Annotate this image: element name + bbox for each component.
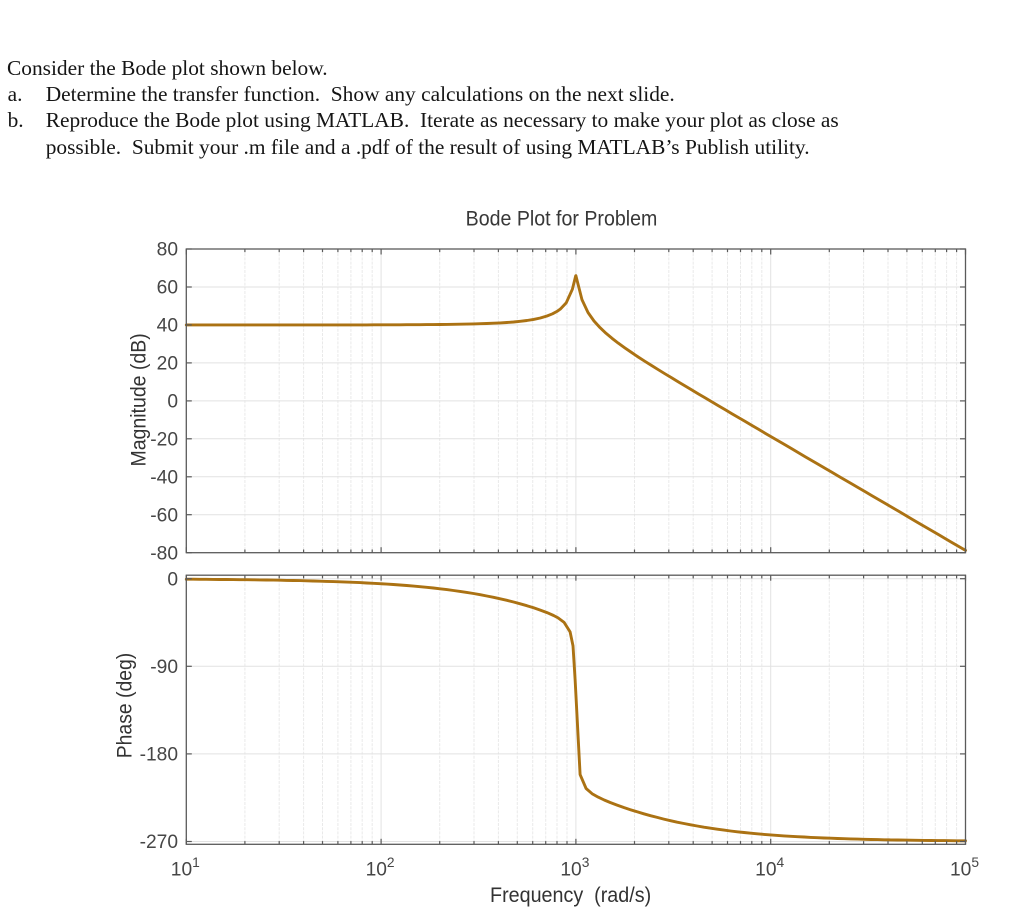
svg-text:-40: -40 [150,467,178,488]
svg-text:101: 101 [171,855,200,881]
svg-text:0: 0 [167,569,178,590]
svg-text:80: 80 [157,240,178,261]
svg-text:103: 103 [560,855,589,881]
svg-text:Frequency (rad/s): Frequency (rad/s) [490,884,651,907]
svg-text:102: 102 [366,855,395,881]
svg-text:40: 40 [157,316,178,337]
svg-text:-20: -20 [150,429,178,450]
svg-text:Magnitude (dB): Magnitude (dB) [128,333,151,466]
svg-text:-270: -270 [140,832,178,853]
svg-text:Bode Plot for Problem: Bode Plot for Problem [466,207,658,231]
svg-text:-180: -180 [140,745,178,766]
svg-text:104: 104 [755,855,784,881]
svg-text:-80: -80 [150,543,178,564]
svg-text:-90: -90 [150,657,178,678]
svg-text:60: 60 [157,278,178,299]
svg-text:20: 20 [157,354,178,375]
svg-text:-60: -60 [150,505,178,526]
svg-text:105: 105 [950,855,979,881]
svg-text:0: 0 [167,392,178,413]
svg-text:Phase (deg): Phase (deg) [113,653,136,759]
